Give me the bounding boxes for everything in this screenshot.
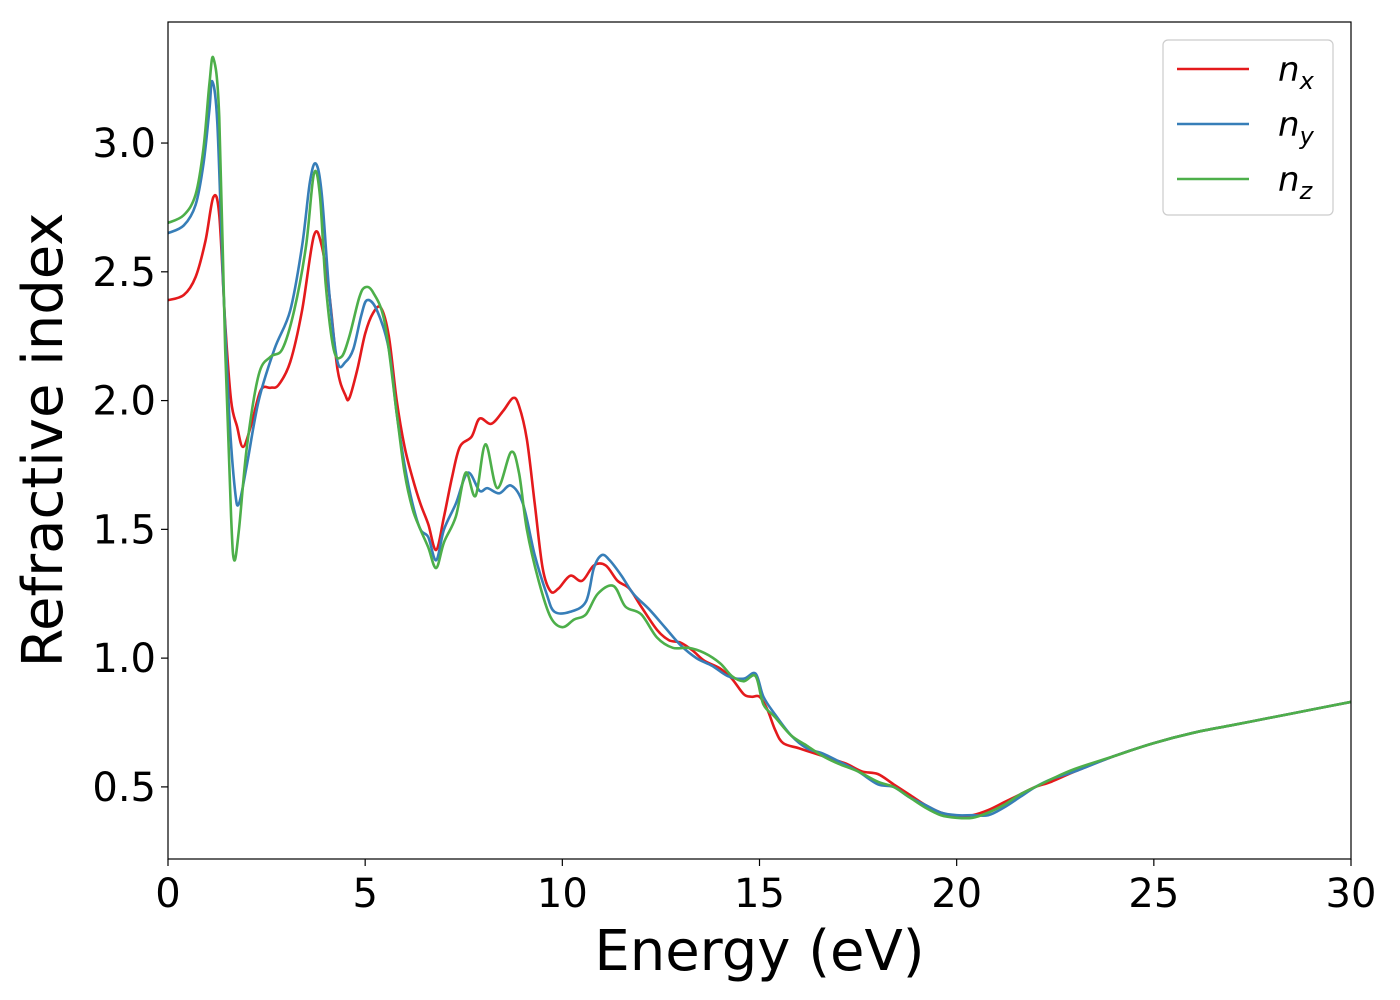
plot-area (168, 22, 1351, 859)
x-axis: 0 5 10 15 20 25 30 (155, 859, 1376, 917)
legend-label-base: n (1278, 160, 1300, 200)
legend-box (1162, 39, 1334, 216)
x-tick-label: 15 (734, 871, 785, 917)
x-tick-label: 20 (931, 871, 982, 917)
legend-label-sub: y (1299, 122, 1315, 150)
legend-label: nx (1278, 50, 1315, 95)
y-tick-label: 2.0 (92, 379, 156, 425)
series-line-n-z (168, 55, 1351, 820)
x-axis-title: Energy (eV) (594, 919, 924, 984)
series-line-n-y (168, 79, 1351, 818)
y-tick-label: 1.0 (92, 636, 156, 682)
y-tick-label: 2.5 (92, 250, 156, 296)
x-tick-label: 0 (155, 871, 180, 917)
legend-label-base: n (1278, 105, 1300, 145)
y-tick-label: 1.5 (92, 507, 156, 553)
x-tick-label: 25 (1128, 871, 1179, 917)
y-axis-title: Refractive index (11, 213, 76, 668)
series-layer (168, 55, 1351, 820)
y-tick-label: 0.5 (92, 765, 156, 811)
x-tick-label: 10 (537, 871, 588, 917)
legend-label-sub: x (1299, 67, 1315, 95)
y-tick-label: 3.0 (92, 121, 156, 167)
x-tick-label: 30 (1326, 871, 1377, 917)
y-axis: 0.5 1.0 1.5 2.0 2.5 3.0 (92, 121, 168, 811)
legend-label-base: n (1278, 50, 1300, 90)
legend-label: nz (1278, 160, 1314, 205)
legend-label: ny (1278, 105, 1315, 150)
x-tick-label: 5 (352, 871, 377, 917)
legend-label-sub: z (1299, 177, 1314, 205)
